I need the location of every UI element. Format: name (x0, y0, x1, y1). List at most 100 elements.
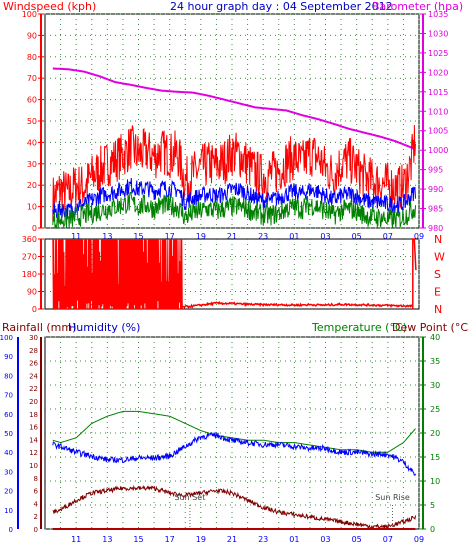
annotation-label: Sun Set (174, 493, 205, 502)
rainfall-tick-label: 22 (29, 385, 38, 393)
windspeed-tick-label: 50 (27, 117, 37, 126)
windspeed-axis-title: Windspeed (kph) (3, 0, 96, 13)
dew_point-line (52, 484, 417, 530)
temperature-tick-label: 20 (430, 429, 440, 438)
barometer-tick-label: 995 (428, 166, 443, 175)
rainfall-tick-label: 28 (29, 347, 38, 355)
rainfall-tick-label: 6 (34, 488, 39, 496)
barometer-tick-label: 1025 (428, 49, 448, 58)
barometer-tick-label: 985 (428, 205, 443, 214)
rainfall-tick-label: 12 (29, 449, 38, 457)
humidity-tick-label: 10 (4, 507, 13, 515)
direction-tick-label: 90 (27, 288, 37, 297)
gust-line (52, 124, 416, 222)
rainfall-axis-title: Rainfall (mm) (2, 321, 76, 334)
windspeed-tick-label: 100 (22, 10, 37, 19)
direction-tick-label: 270 (22, 253, 37, 262)
humidity-tick-label: 90 (4, 353, 13, 361)
x-tick-label: 01 (289, 232, 299, 241)
x-tick-label: 17 (165, 232, 175, 241)
barometer-tick-label: 1030 (428, 29, 448, 38)
x-tick-label: 01 (289, 535, 299, 544)
temperature-tick-label: 15 (430, 453, 440, 462)
chart-title: 24 hour graph day : 04 September 2012 (170, 0, 393, 13)
x-tick-label: 09 (414, 232, 424, 241)
wind-barometer-panel: Windspeed (kph) 24 hour graph day : 04 S… (3, 0, 463, 241)
rainfall-tick-label: 20 (29, 398, 38, 406)
x-tick-label: 19 (196, 535, 206, 544)
windspeed-tick-label: 20 (27, 181, 37, 190)
rainfall-tick-label: 24 (29, 372, 38, 380)
barometer-tick-label: 1015 (428, 88, 448, 97)
temperature-tick-label: 5 (430, 501, 435, 510)
x-tick-label: 21 (227, 535, 237, 544)
windspeed-tick-label: 40 (27, 138, 37, 147)
x-tick-label: 05 (352, 232, 362, 241)
direction-tick-label: 360 (22, 235, 37, 244)
annotation-label: Sun Rise (375, 493, 410, 502)
humidity-axis-title: Humidity (%) (68, 321, 140, 334)
dewpoint-axis-title: Dew Point (°C) (392, 321, 468, 334)
wind-direction-line (412, 238, 417, 309)
barometer-tick-label: 1000 (428, 146, 448, 155)
humidity-tick-label: 80 (4, 372, 13, 380)
x-tick-label: 11 (71, 232, 81, 241)
windspeed-tick-label: 80 (27, 53, 37, 62)
humidity-tick-label: 30 (4, 468, 13, 476)
humidity-tick-label: 20 (4, 488, 13, 496)
windspeed-tick-label: 10 (27, 203, 37, 212)
wind-direction-line (181, 300, 413, 309)
x-tick-label: 23 (258, 535, 268, 544)
direction-tick-label: 0 (32, 305, 37, 314)
compass-label: S (434, 268, 441, 281)
rainfall-tick-label: 18 (29, 411, 38, 419)
windspeed-tick-label: 30 (27, 160, 37, 169)
rainfall-tick-label: 30 (29, 334, 38, 342)
temperature-tick-label: 25 (430, 405, 440, 414)
barometer-tick-label: 1010 (428, 107, 448, 116)
barometer-axis-title: Barometer (hpa) (372, 0, 463, 13)
rainfall-tick-label: 14 (29, 436, 38, 444)
x-tick-label: 11 (71, 535, 81, 544)
barometer-tick-label: 980 (428, 224, 443, 233)
temperature-tick-label: 35 (430, 357, 440, 366)
average-line (52, 177, 416, 219)
humidity-tick-label: 0 (9, 526, 13, 534)
x-tick-label: 09 (414, 535, 424, 544)
windspeed-tick-label: 90 (27, 31, 37, 40)
temperature-tick-label: 30 (430, 381, 440, 390)
rainfall-tick-label: 10 (29, 462, 38, 470)
temperature-tick-label: 10 (430, 477, 440, 486)
x-tick-label: 13 (102, 535, 112, 544)
compass-label: E (434, 286, 441, 299)
x-tick-label: 15 (133, 232, 143, 241)
x-tick-label: 07 (383, 535, 393, 544)
x-tick-label: 15 (133, 535, 143, 544)
barometer-tick-label: 990 (428, 185, 443, 194)
barometer-tick-label: 1005 (428, 127, 448, 136)
x-tick-label: 03 (320, 232, 330, 241)
humidity-tick-label: 50 (4, 430, 13, 438)
windspeed-tick-label: 0 (32, 224, 37, 233)
humidity-tick-label: 40 (4, 449, 13, 457)
rainfall-tick-label: 26 (29, 360, 38, 368)
temperature-axis-title: Temperature (°C) (311, 321, 407, 334)
barometer-tick-label: 1020 (428, 68, 448, 77)
barometer-tick-label: 1035 (428, 10, 448, 19)
temperature-tick-label: 0 (430, 525, 435, 534)
compass-label: W (434, 251, 445, 264)
x-tick-label: 13 (102, 232, 112, 241)
wind-direction-line (52, 238, 183, 310)
windspeed-tick-label: 70 (27, 74, 37, 83)
humidity-tick-label: 70 (4, 392, 13, 400)
x-tick-label: 07 (383, 232, 393, 241)
wind_low-line (52, 191, 416, 230)
x-tick-label: 23 (258, 232, 268, 241)
humidity-tick-label: 60 (4, 411, 13, 419)
x-tick-label: 19 (196, 232, 206, 241)
rainfall-tick-label: 2 (34, 513, 38, 521)
rainfall-tick-label: 0 (34, 526, 38, 534)
barometer-line (52, 67, 416, 151)
